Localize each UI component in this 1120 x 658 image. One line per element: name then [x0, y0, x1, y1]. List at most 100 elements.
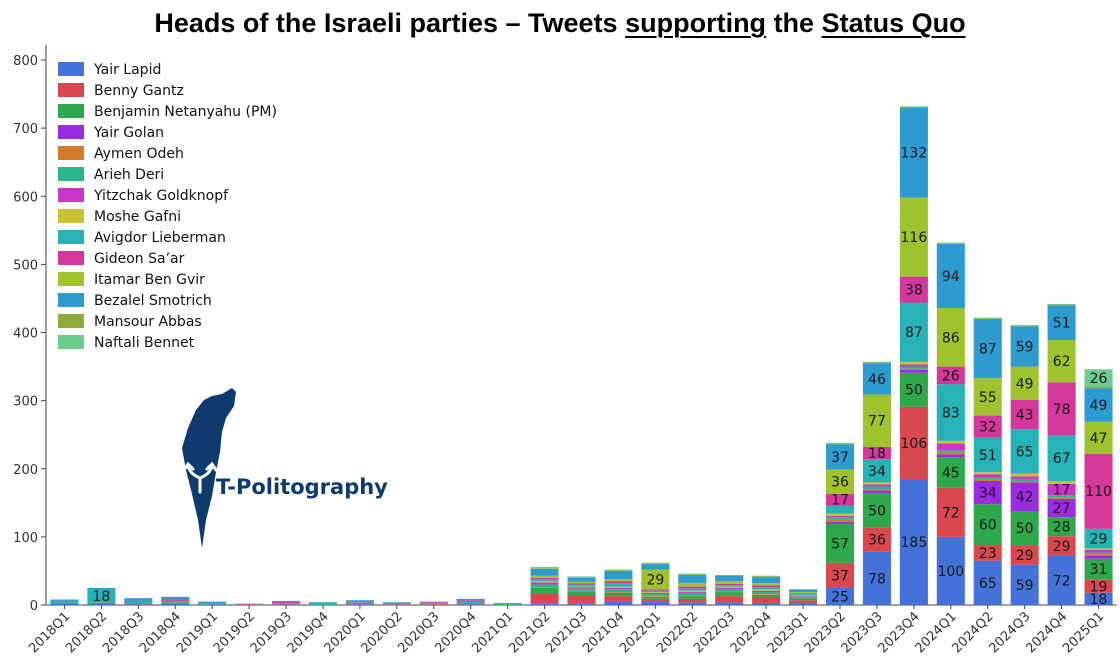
bar-segment — [936, 536, 965, 605]
legend-label: Itamar Ben Gvir — [94, 272, 205, 288]
bar-segment — [530, 566, 559, 569]
bar-value-label: 45 — [942, 465, 960, 481]
legend-label: Yitzchak Goldknopf — [93, 188, 229, 204]
legend-swatch — [58, 188, 84, 202]
bar-value-label: 38 — [905, 283, 923, 299]
bar-segment — [825, 523, 855, 563]
bar-segment — [456, 598, 485, 601]
bar-segment — [272, 600, 301, 602]
bar-segment — [1047, 555, 1076, 605]
bar-segment — [825, 562, 855, 588]
bar-segment — [862, 363, 891, 395]
bar-segment — [825, 513, 855, 516]
bar-value-label: 36 — [868, 533, 886, 549]
legend-label: Arieh Deri — [94, 167, 164, 183]
bar-segment — [87, 587, 116, 590]
bar-segment — [161, 600, 190, 603]
bar-segment — [825, 469, 855, 494]
bar-value-label: 50 — [905, 383, 923, 399]
bar-segment — [308, 603, 338, 605]
legend-label: Naftali Bennet — [94, 335, 195, 351]
bar-segment — [419, 603, 448, 605]
bar-segment — [124, 602, 153, 604]
bar-segment — [567, 577, 596, 578]
y-tick-label: 500 — [13, 258, 38, 273]
bar-segment — [530, 587, 559, 594]
bar-segment — [419, 601, 448, 603]
bar-segment — [789, 595, 818, 597]
bar-segment — [899, 372, 928, 407]
bar-value-label: 29 — [1053, 539, 1071, 555]
bar-value-label: 65 — [1016, 444, 1034, 460]
bar-segment — [530, 603, 559, 605]
logo-text: T-Politography — [216, 475, 388, 499]
bar-segment — [567, 591, 596, 596]
bar-segment — [567, 583, 596, 585]
bar-segment — [345, 604, 374, 605]
bar-segment — [752, 590, 781, 593]
bar-segment — [419, 604, 448, 605]
legend-swatch — [58, 167, 84, 181]
bar-segment — [936, 443, 965, 451]
bar-value-label: 83 — [942, 406, 960, 422]
bar-segment — [715, 592, 744, 597]
bar-segment — [973, 318, 1002, 319]
bar-segment — [604, 569, 633, 571]
bar-segment — [752, 589, 781, 591]
bar-segment — [1084, 369, 1113, 387]
bar-segment — [641, 592, 670, 593]
bar-value-label: 36 — [831, 475, 849, 491]
bar-value-label: 50 — [868, 503, 886, 519]
bar-segment — [789, 602, 818, 605]
legend-swatch — [58, 335, 84, 349]
bar-value-label: 34 — [979, 486, 997, 502]
bar-segment — [825, 587, 855, 605]
bars — [50, 106, 1113, 605]
bar-segment — [678, 583, 707, 587]
bar-segment — [973, 479, 1002, 482]
bar-segment — [1010, 545, 1039, 565]
legend-swatch — [58, 314, 84, 328]
title-part: Status Quo — [821, 8, 966, 38]
bar-value-label: 59 — [1016, 339, 1034, 355]
bar-segment — [936, 487, 965, 537]
bar-value-label: 106 — [901, 436, 928, 452]
bar-segment — [899, 106, 928, 108]
bar-value-label: 23 — [979, 546, 997, 562]
bar-segment — [973, 318, 1002, 379]
bar-segment — [567, 590, 596, 592]
bar-segment — [1047, 497, 1076, 499]
bar-segment — [715, 596, 744, 603]
bar-value-label: 86 — [942, 330, 960, 346]
bar-segment — [1084, 421, 1113, 454]
bar-segment — [789, 592, 818, 594]
bar-segment — [87, 589, 116, 591]
bar-value-label: 27 — [1053, 501, 1071, 517]
bar-segment — [715, 583, 744, 586]
bar-segment — [161, 596, 190, 600]
bar-segment — [678, 574, 707, 576]
legend-label: Yair Lapid — [93, 62, 161, 78]
bar-value-label: 72 — [942, 505, 960, 521]
bar-segment — [936, 366, 965, 385]
bar-segment — [678, 595, 707, 597]
bar-value-label: 100 — [937, 564, 964, 580]
legend-swatch — [58, 251, 84, 265]
bar-segment — [1047, 536, 1076, 556]
bar-value-label: 29 — [646, 572, 664, 588]
y-tick-label: 700 — [13, 122, 38, 137]
legend-swatch — [58, 83, 84, 97]
bar-segment — [715, 586, 744, 588]
bar-value-label: 46 — [868, 372, 886, 388]
bar-segment — [936, 243, 965, 244]
bar-segment — [899, 364, 928, 367]
bar-segment — [1010, 481, 1039, 483]
bar-segment — [382, 603, 411, 605]
bar-segment — [789, 598, 818, 601]
bar-segment — [715, 585, 744, 587]
bar-segment — [345, 602, 374, 603]
bar-segment — [308, 604, 338, 605]
bar-segment — [1084, 549, 1113, 553]
bar-segment — [530, 568, 559, 576]
